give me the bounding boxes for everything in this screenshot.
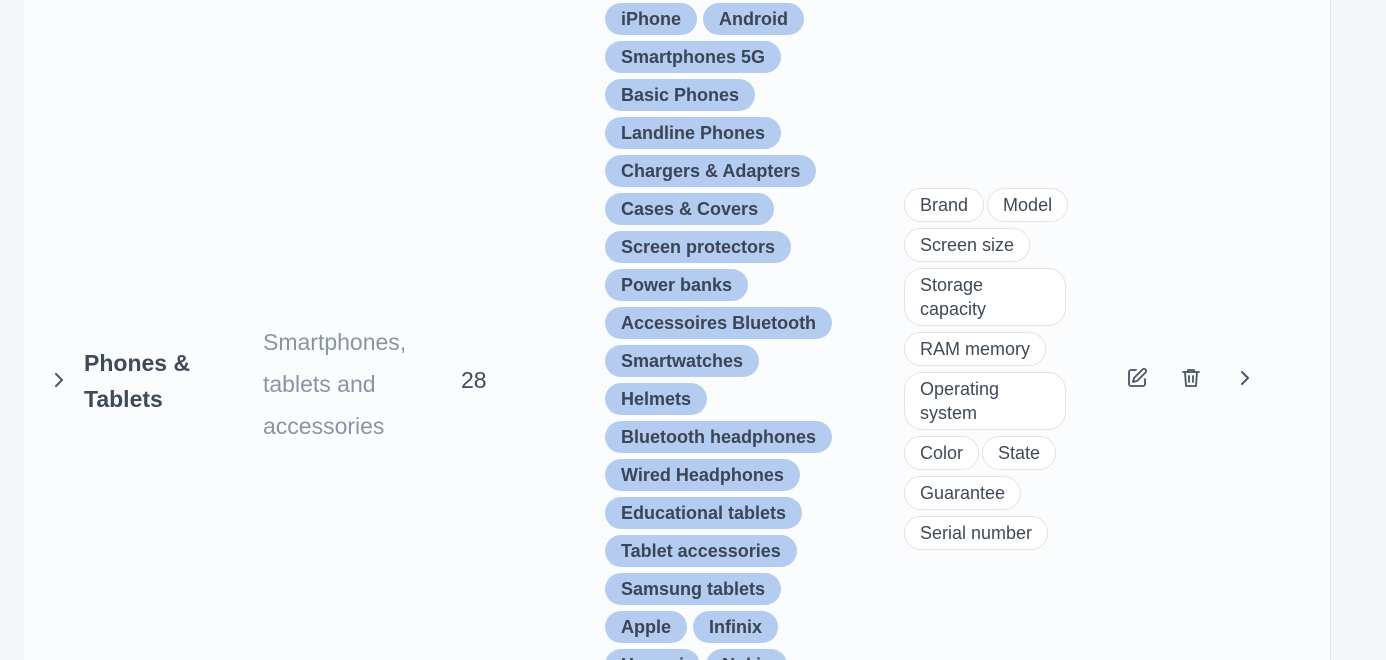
subcategory-chip: Infinix — [693, 611, 779, 643]
attribute-chip: Color — [904, 436, 980, 470]
subcategory-chip: Huawei — [605, 649, 701, 660]
subcategory-chip: Basic Phones — [605, 79, 756, 111]
subcategory-chip: Educational tablets — [605, 497, 803, 529]
row-actions — [1124, 365, 1258, 391]
subcategory-chip: Power banks — [605, 269, 749, 301]
subcategory-list: iPhone Android Smartphones 5G Basic Phon… — [605, 3, 835, 660]
attribute-chip: Storage capacity — [904, 268, 1066, 326]
attribute-chip: Screen size — [904, 228, 1031, 262]
chevron-right-icon — [1241, 371, 1249, 385]
attribute-chip: RAM memory — [904, 332, 1047, 366]
attribute-chip: Serial number — [904, 516, 1049, 550]
edit-icon — [1128, 368, 1147, 387]
subcategory-chip: Landline Phones — [605, 117, 782, 149]
subcategory-chip: iPhone — [605, 3, 698, 35]
attribute-chip: Model — [987, 188, 1069, 222]
subcategory-chip: Nokia — [706, 649, 788, 660]
attribute-list: Brand Model Screen size Storage capacity… — [904, 188, 1069, 550]
subcategory-chip: Chargers & Adapters — [605, 155, 817, 187]
subcategory-chip: Apple — [605, 611, 688, 643]
trash-icon — [1182, 369, 1200, 387]
subcategory-chip: Screen protectors — [605, 231, 792, 263]
subcategory-chip: Smartphones 5G — [605, 41, 782, 73]
subcategory-chip: Cases & Covers — [605, 193, 775, 225]
attribute-chip: Brand — [904, 188, 985, 222]
subcategory-chip: Helmets — [605, 383, 708, 415]
category-count: 28 — [461, 367, 487, 393]
subcategory-chip: Tablet accessories — [605, 535, 797, 567]
subcategory-chip: Smartwatches — [605, 345, 760, 377]
attribute-chip: State — [982, 436, 1057, 470]
subcategory-chip: Wired Headphones — [605, 459, 800, 491]
subcategory-chip: Samsung tablets — [605, 573, 782, 605]
category-name: Phones & Tablets — [84, 350, 191, 412]
subcategory-chip: Bluetooth headphones — [605, 421, 832, 453]
expand-row-button[interactable] — [46, 367, 72, 393]
edit-button[interactable] — [1124, 365, 1150, 391]
attribute-chip: Guarantee — [904, 476, 1022, 510]
chevron-right-icon — [55, 373, 63, 387]
subcategory-chip: Android — [703, 3, 805, 35]
delete-button[interactable] — [1178, 365, 1204, 391]
subcategory-chip: Accessoires Bluetooth — [605, 307, 833, 339]
category-row: Phones & Tablets Smartphones, tablets an… — [24, 0, 1331, 660]
attribute-chip: Operating system — [904, 372, 1066, 430]
open-category-button[interactable] — [1232, 365, 1258, 391]
category-description: Smartphones, tablets and accessories — [263, 329, 407, 439]
